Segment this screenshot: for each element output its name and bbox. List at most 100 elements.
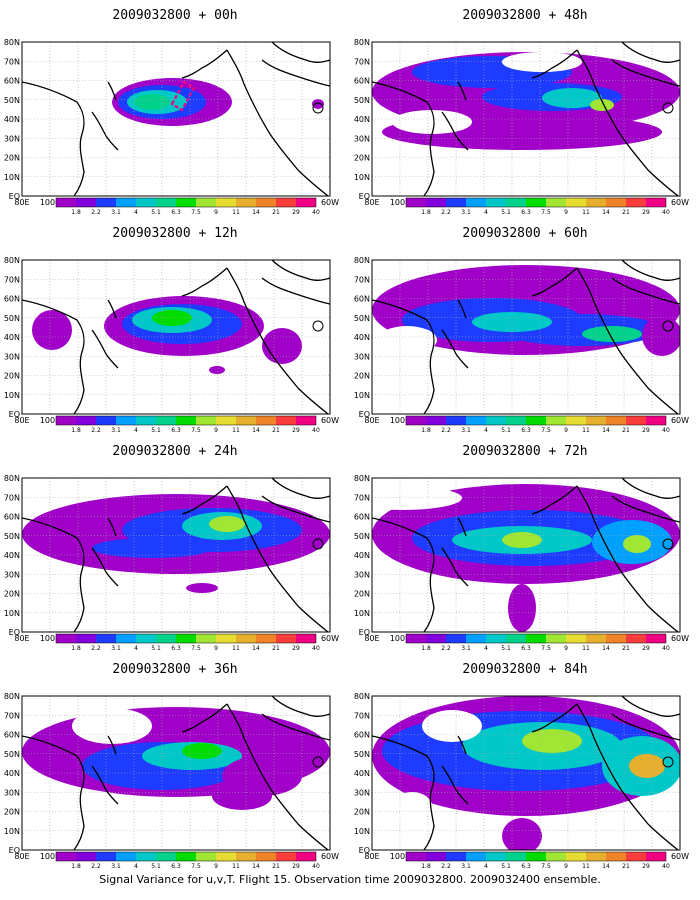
coastline [611, 59, 680, 87]
coastline [226, 485, 329, 632]
colorbar-swatch [626, 416, 646, 425]
colorbar-label: 9 [214, 427, 218, 434]
colorbar-label: 29 [292, 427, 300, 434]
colorbar-label: 11 [582, 427, 590, 434]
coastline [261, 495, 330, 523]
colorbar-label: 2.2 [91, 427, 101, 434]
coastline [312, 538, 324, 550]
colorbar-label: 2.2 [441, 209, 451, 216]
map-plot: 80N70N60N50N40N30N20N10NEQ80E100E120E140… [354, 474, 689, 652]
variance-contour [186, 583, 218, 593]
map-frame [371, 41, 681, 197]
coastline [621, 696, 680, 717]
colorbar-label: 6.3 [171, 209, 181, 216]
latitude-label: 30N [4, 352, 20, 361]
figure-caption: Signal Variance for u,v,T. Flight 15. Ob… [99, 873, 601, 886]
variance-contour [508, 584, 536, 632]
colorbar-swatch [216, 416, 236, 425]
coastline [261, 277, 330, 305]
coastline [312, 102, 324, 114]
latitude-label: 80N [354, 692, 370, 701]
coastline [372, 81, 435, 196]
variance-contour [582, 326, 642, 342]
coastline [91, 547, 119, 587]
latitude-label: 70N [354, 711, 370, 720]
colorbar-label: 5.1 [501, 645, 511, 652]
variance-contour [522, 729, 582, 753]
colorbar-label: 40 [312, 863, 320, 870]
longitude-label: 100E [390, 634, 410, 643]
panel-title: 2009032800 + 00h [112, 8, 238, 23]
latitude-label: 40N [354, 115, 370, 124]
coastline [662, 102, 674, 114]
colorbar-label: 9 [564, 645, 568, 652]
colorbar-label: 4 [484, 863, 488, 870]
colorbar-label: 14 [602, 645, 610, 652]
colorbar-label: 3.1 [461, 209, 471, 216]
colorbar-label: 29 [292, 863, 300, 870]
colorbar-label: 7.5 [191, 209, 201, 216]
coastline [576, 267, 679, 414]
longitude-label: 100E [390, 198, 410, 207]
colorbar-swatch [136, 416, 156, 425]
below-threshold-area [422, 710, 482, 742]
latitude-label: 30N [354, 788, 370, 797]
coastline [181, 485, 228, 515]
map-plot: 80N70N60N50N40N30N20N10NEQ80E100E120E140… [354, 38, 689, 216]
coastline [107, 299, 117, 319]
latitude-label: 40N [4, 769, 20, 778]
colorbar-label: 1.8 [71, 645, 81, 652]
colorbar-swatch [116, 416, 136, 425]
latitude-label: 10N [4, 173, 20, 182]
longitude-label: 60W [321, 634, 339, 643]
colorbar-swatch [526, 198, 546, 207]
colorbar-label: 21 [622, 645, 630, 652]
colorbar-label: 6.3 [521, 645, 531, 652]
longitude-label: 80E [364, 416, 379, 425]
colorbar-label: 4 [134, 209, 138, 216]
latitude-label: 40N [354, 333, 370, 342]
colorbar-label: 7.5 [541, 427, 551, 434]
colorbar-label: 5.1 [151, 209, 161, 216]
coastline [181, 49, 228, 79]
colorbar-swatch [506, 416, 526, 425]
graticule [22, 478, 330, 632]
colorbar-label: 6.3 [171, 427, 181, 434]
latitude-label: 80N [4, 38, 20, 47]
colorbar-label: 11 [232, 863, 240, 870]
longitude-label: 100E [40, 634, 60, 643]
colorbar-swatch [586, 198, 606, 207]
colorbar-swatch [176, 416, 196, 425]
colorbar-swatch [196, 198, 216, 207]
map-panel-24h: 2009032800 + 24h 80N 70N 60N 50N 40N 30N 20N 10N… [0, 436, 350, 660]
colorbar-swatch [256, 852, 276, 861]
map-panel-72h: 2009032800 + 72h 80N 70N 60N 50N 40N 30N 20N 10N… [350, 436, 700, 660]
latitude-label: 80N [354, 256, 370, 265]
colorbar-swatch [526, 634, 546, 643]
colorbar-swatch [96, 198, 116, 207]
coastlines [22, 42, 330, 196]
colorbar-label: 4 [134, 427, 138, 434]
latitude-label: 20N [4, 808, 20, 817]
coastline [271, 260, 330, 281]
coastline [611, 277, 680, 305]
colorbar: 1.8 2.2 3.1 4 5.1 6.3 7.5 9 11 14 21 29 40 [405, 415, 670, 434]
colorbar: 1.8 2.2 3.1 4 5.1 6.3 7.5 9 11 14 21 29 40 [55, 197, 320, 216]
colorbar-swatch [176, 634, 196, 643]
colorbar-swatch [56, 634, 76, 643]
colorbar-label: 40 [662, 645, 670, 652]
latitude-label: 10N [4, 827, 20, 836]
variance-contour [209, 366, 225, 374]
colorbar-label: 5.1 [151, 427, 161, 434]
colorbar-swatch [136, 852, 156, 861]
map-frame [21, 41, 331, 197]
longitude-label: 60W [671, 852, 689, 861]
colorbar-label: 6.3 [521, 209, 531, 216]
latitude-label: 80N [354, 474, 370, 483]
colorbar-swatch [586, 852, 606, 861]
variance-shading [372, 696, 680, 850]
panel-title: 2009032800 + 24h [112, 444, 238, 459]
colorbar-swatch [236, 416, 256, 425]
colorbar-label: 5.1 [151, 863, 161, 870]
colorbar-label: 4 [134, 645, 138, 652]
